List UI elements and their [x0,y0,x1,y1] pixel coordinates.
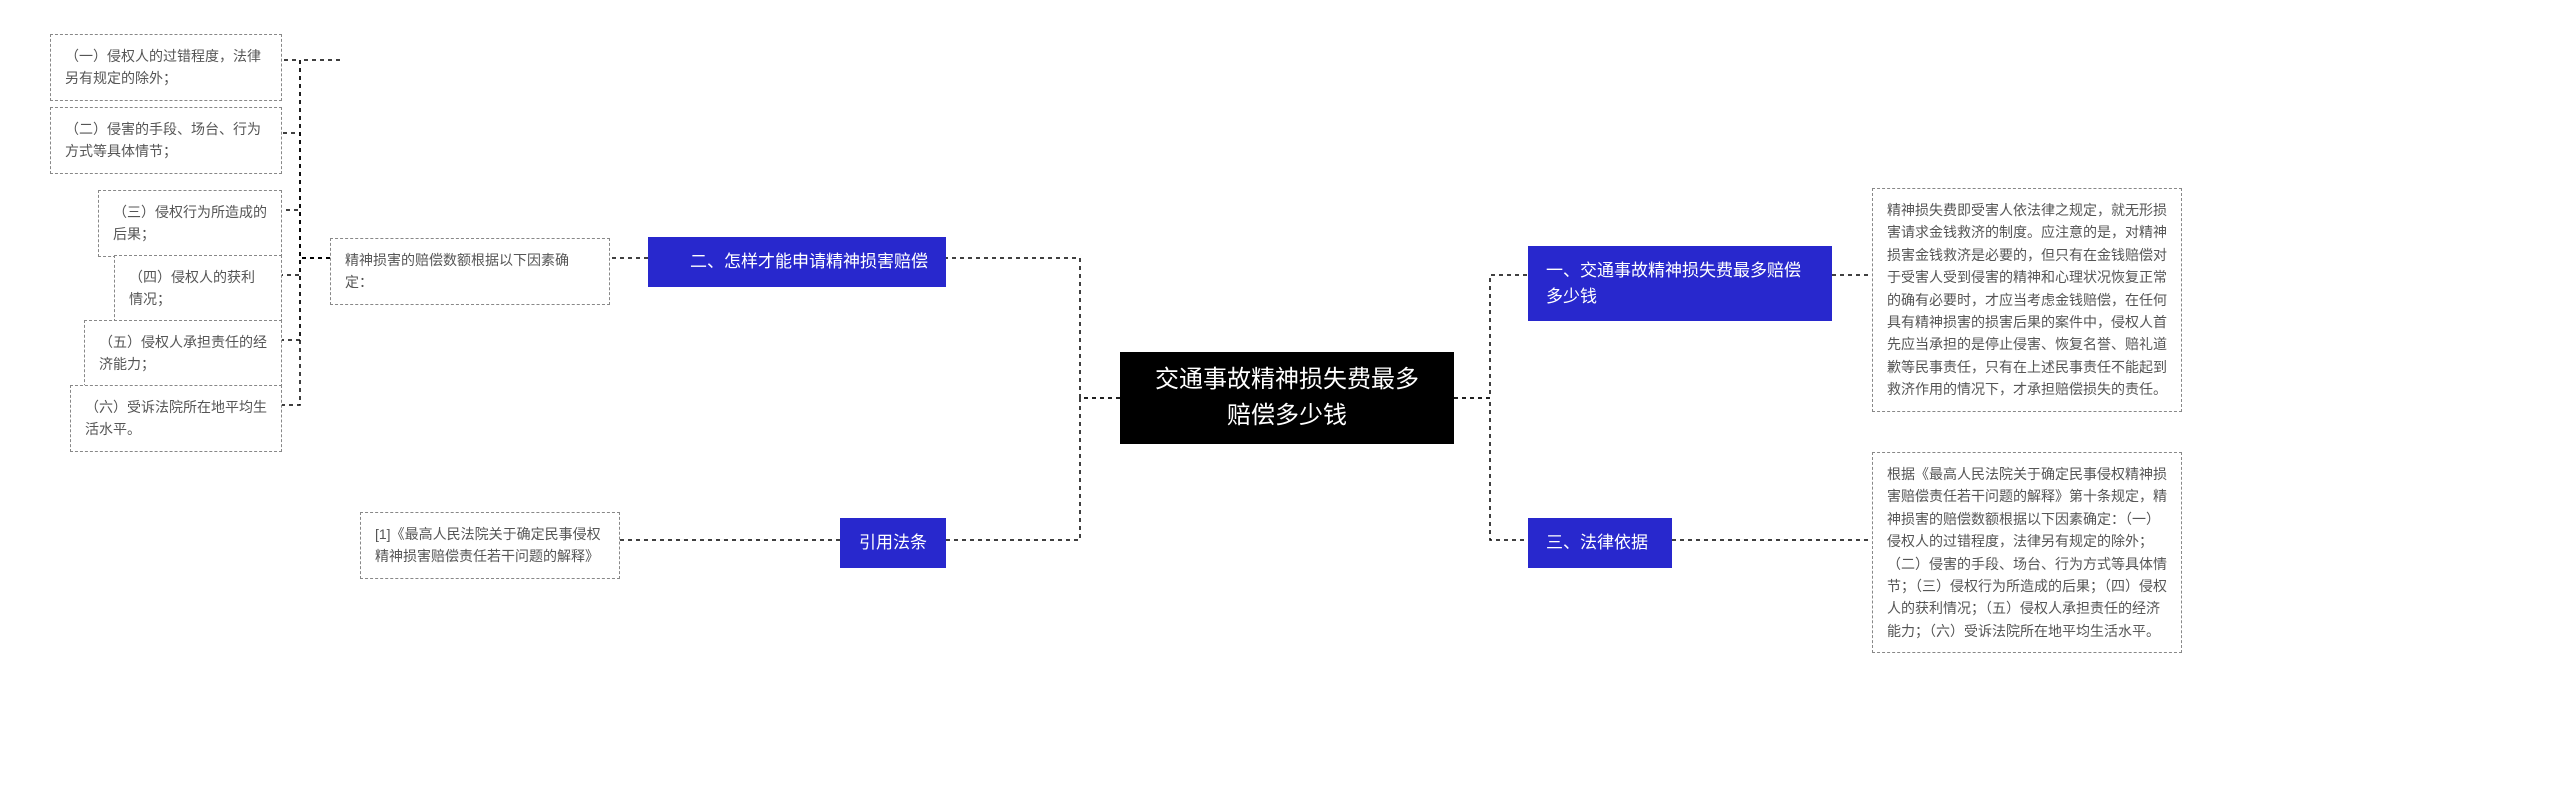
branch-3-detail: 根据《最高人民法院关于确定民事侵权精神损害赔偿责任若干问题的解释》第十条规定，精… [1872,452,2182,653]
cite-detail: [1]《最高人民法院关于确定民事侵权精神损害赔偿责任若干问题的解释》 [360,512,620,579]
branch-2-item-1-text: （一）侵权人的过错程度，法律另有规定的除外； [65,45,267,90]
cite-node[interactable]: 引用法条 [840,518,946,568]
cite-detail-text: [1]《最高人民法院关于确定民事侵权精神损害赔偿责任若干问题的解释》 [375,523,605,568]
branch-2-item-4: （四）侵权人的获利情况； [114,255,282,322]
branch-2-subhead: 精神损害的赔偿数额根据以下因素确定： [330,238,610,305]
branch-2-item-6-text: （六）受诉法院所在地平均生活水平。 [85,396,267,441]
cite-label: 引用法条 [859,530,927,556]
branch-2-item-1: （一）侵权人的过错程度，法律另有规定的除外； [50,34,282,101]
branch-1-node[interactable]: 一、交通事故精神损失费最多赔偿多少钱 [1528,246,1832,321]
branch-2-item-5: （五）侵权人承担责任的经济能力； [84,320,282,387]
branch-2-item-5-text: （五）侵权人承担责任的经济能力； [99,331,267,376]
branch-2-item-3: （三）侵权行为所造成的后果； [98,190,282,257]
branch-1-detail: 精神损失费即受害人依法律之规定，就无形损害请求金钱救济的制度。应注意的是，对精神… [1872,188,2182,412]
center-title: 交通事故精神损失费最多赔偿多少钱 [1148,362,1426,434]
branch-2-item-6: （六）受诉法院所在地平均生活水平。 [70,385,282,452]
branch-3-detail-text: 根据《最高人民法院关于确定民事侵权精神损害赔偿责任若干问题的解释》第十条规定，精… [1887,463,2167,642]
branch-2-item-2: （二）侵害的手段、场台、行为方式等具体情节； [50,107,282,174]
branch-1-detail-text: 精神损失费即受害人依法律之规定，就无形损害请求金钱救济的制度。应注意的是，对精神… [1887,199,2167,401]
branch-2-subhead-text: 精神损害的赔偿数额根据以下因素确定： [345,249,595,294]
branch-2-item-2-text: （二）侵害的手段、场台、行为方式等具体情节； [65,118,267,163]
center-node[interactable]: 交通事故精神损失费最多赔偿多少钱 [1120,352,1454,444]
branch-3-label: 三、法律依据 [1546,530,1648,556]
branch-2-label: 二、怎样才能申请精神损害赔偿 [690,249,928,275]
branch-3-node[interactable]: 三、法律依据 [1528,518,1672,568]
branch-1-label: 一、交通事故精神损失费最多赔偿多少钱 [1546,258,1814,309]
branch-2-item-3-text: （三）侵权行为所造成的后果； [113,201,267,246]
branch-2-item-4-text: （四）侵权人的获利情况； [129,266,267,311]
branch-2-node[interactable]: 二、怎样才能申请精神损害赔偿 [648,237,946,287]
